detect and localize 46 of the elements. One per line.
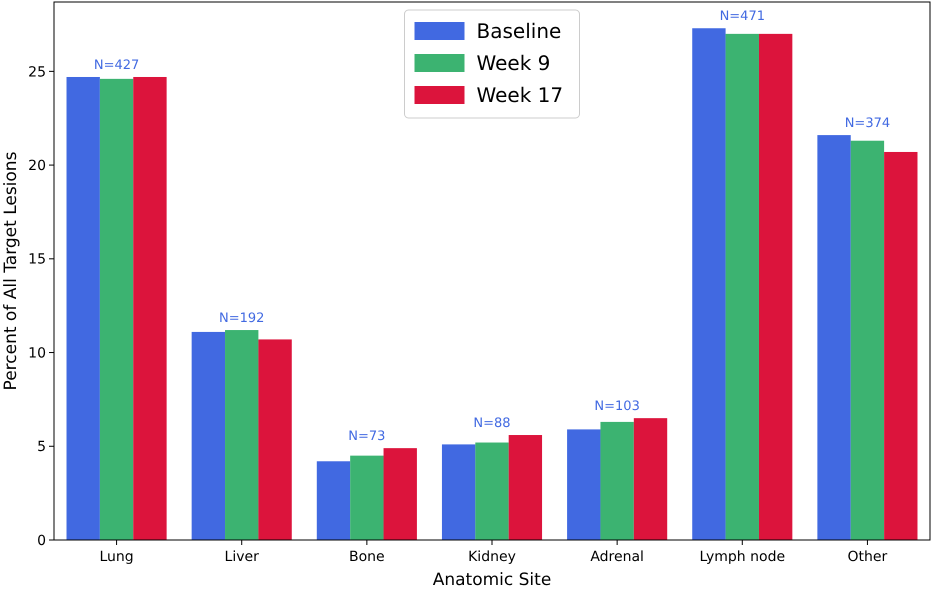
bar bbox=[475, 442, 509, 540]
annotation: N=192 bbox=[218, 311, 264, 326]
x-tick-label: Lung bbox=[99, 549, 134, 565]
annotation: N=374 bbox=[844, 116, 890, 132]
bar bbox=[66, 76, 100, 540]
y-tick-label: 15 bbox=[28, 252, 46, 268]
bar bbox=[758, 34, 792, 540]
bar bbox=[850, 140, 884, 540]
legend-label: Week 9 bbox=[476, 51, 550, 75]
bar bbox=[192, 332, 226, 540]
bar bbox=[817, 135, 851, 540]
bar bbox=[316, 461, 350, 540]
bar bbox=[884, 152, 918, 540]
bar bbox=[692, 28, 726, 540]
y-tick-label: 0 bbox=[37, 532, 46, 549]
x-axis-title: Anatomic Site bbox=[432, 570, 552, 590]
x-tick-label: Adrenal bbox=[590, 549, 644, 565]
bar bbox=[442, 444, 476, 540]
y-axis-title: Percent of All Target Lesions bbox=[1, 151, 21, 390]
bar bbox=[726, 34, 759, 540]
bar bbox=[100, 78, 134, 540]
y-tick-label: 20 bbox=[28, 158, 46, 174]
x-tick-label: Bone bbox=[349, 549, 385, 565]
annotation: N=73 bbox=[348, 429, 386, 444]
bar bbox=[384, 448, 417, 540]
x-tick-label: Other bbox=[848, 549, 888, 565]
y-tick-label: 5 bbox=[37, 439, 46, 456]
bar bbox=[508, 435, 542, 540]
annotation: N=471 bbox=[720, 9, 766, 24]
bar bbox=[600, 422, 634, 540]
annotation: N=427 bbox=[94, 58, 140, 73]
bar bbox=[258, 339, 292, 540]
x-tick-label: Kidney bbox=[468, 549, 516, 565]
x-tick-label: Liver bbox=[224, 549, 260, 565]
bar bbox=[133, 76, 167, 540]
x-tick-label: Lymph node bbox=[699, 549, 786, 565]
legend-label: Week 17 bbox=[476, 83, 564, 107]
bar bbox=[567, 429, 600, 540]
annotation: N=88 bbox=[473, 416, 511, 432]
y-tick-label: 10 bbox=[28, 345, 46, 362]
bar bbox=[225, 330, 258, 540]
y-tick-label: 25 bbox=[28, 64, 46, 80]
bar bbox=[350, 456, 384, 540]
bar bbox=[634, 418, 668, 540]
legend-label: Baseline bbox=[476, 19, 562, 43]
annotation: N=103 bbox=[594, 399, 640, 414]
